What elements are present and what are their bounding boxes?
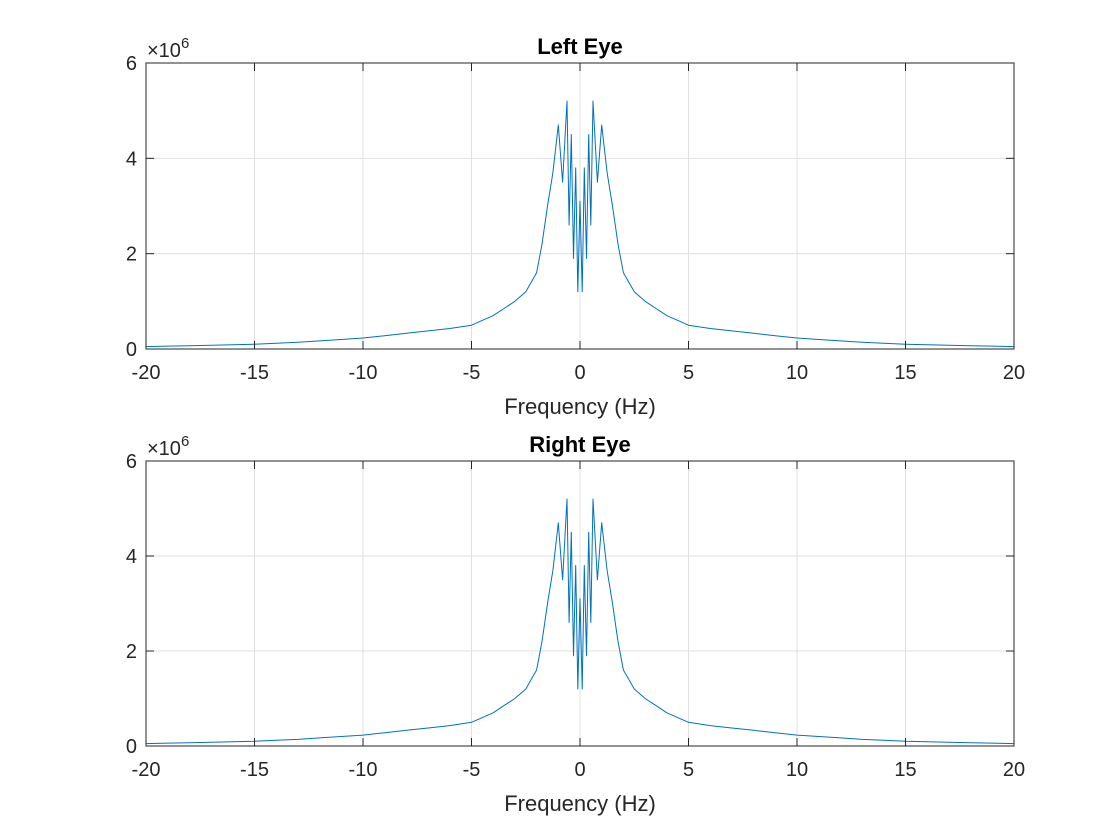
x-tick-label: -20 xyxy=(132,362,161,384)
x-tick-label: 20 xyxy=(1003,362,1025,384)
y-exponent-power: 6 xyxy=(181,35,189,52)
x-tick-label: 15 xyxy=(894,362,916,384)
x-axis-label: Frequency (Hz) xyxy=(504,791,656,816)
x-tick-label: -10 xyxy=(349,759,378,781)
grid xyxy=(146,63,1014,349)
y-tick-label: 6 xyxy=(126,451,137,473)
y-tick-label: 6 xyxy=(126,53,137,75)
x-tick-label: 0 xyxy=(574,759,585,781)
y-exponent-base: ×10 xyxy=(147,40,181,62)
y-tick-label: 4 xyxy=(126,546,137,568)
series-line xyxy=(145,100,1015,348)
x-tick-label: -5 xyxy=(463,759,481,781)
y-exponent-label: ×106 xyxy=(147,433,189,460)
y-tick-label: 2 xyxy=(126,641,137,663)
x-tick-label: 20 xyxy=(1003,759,1025,781)
x-tick-label: 10 xyxy=(786,759,808,781)
x-tick-label: -5 xyxy=(463,362,481,384)
x-tick-label: 10 xyxy=(786,362,808,384)
y-exponent-base: ×10 xyxy=(147,438,181,460)
x-tick-label: 5 xyxy=(683,362,694,384)
x-tick-label: 15 xyxy=(894,759,916,781)
y-exponent-label: ×106 xyxy=(147,35,189,62)
x-tick-label: -15 xyxy=(240,362,269,384)
x-axis-label: Frequency (Hz) xyxy=(504,394,656,419)
y-exponent-power: 6 xyxy=(181,433,189,450)
x-tick-label: -20 xyxy=(132,759,161,781)
y-tick-label: 0 xyxy=(126,339,137,361)
y-tick-label: 4 xyxy=(126,148,137,170)
chart-title: Left Eye xyxy=(537,34,623,59)
x-tick-label: -10 xyxy=(349,362,378,384)
y-tick-label: 2 xyxy=(126,244,137,266)
y-tick-label: 0 xyxy=(126,736,137,758)
chart-title: Right Eye xyxy=(529,432,630,457)
x-tick-label: 5 xyxy=(683,759,694,781)
series-line xyxy=(145,498,1015,745)
x-tick-label: 0 xyxy=(574,362,585,384)
x-tick-label: -15 xyxy=(240,759,269,781)
